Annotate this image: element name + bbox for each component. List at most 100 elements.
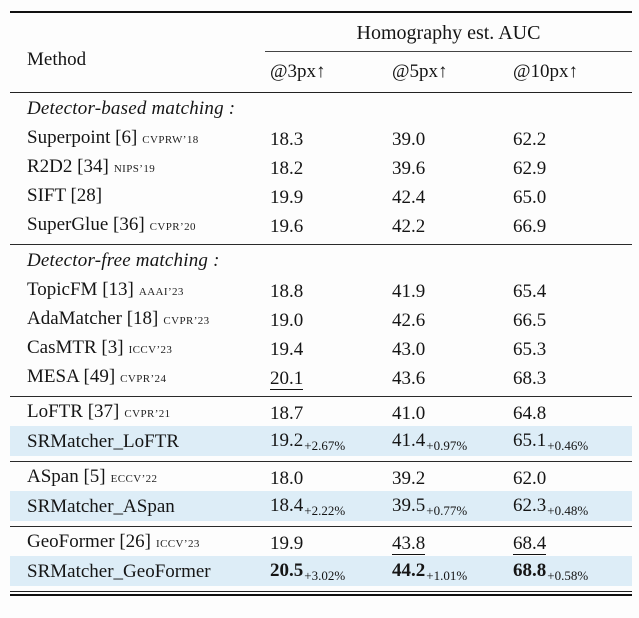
- auc-3px: 19.2: [270, 430, 304, 451]
- venue-label: ICCV’23: [128, 344, 173, 356]
- auc-5px: 42.4: [392, 186, 426, 208]
- method-name: MESA [49]: [27, 366, 116, 387]
- gain-10px: +0.46%: [547, 438, 589, 453]
- venue-label: ICCV’23: [156, 538, 200, 550]
- table-row-aspan: ASpan [5] ECCV’22 18.0 39.2 62.0: [10, 462, 632, 491]
- auc-10px: 62.9: [513, 157, 547, 179]
- auc-5px: 43.0: [392, 338, 426, 360]
- method-name: GeoFormer [26]: [27, 531, 151, 552]
- top-rule: [10, 11, 632, 13]
- section-heading: Detector-free matching :: [27, 250, 220, 271]
- table-row-mesa: MESA [49] CVPR’24 20.1 43.6 68.3: [10, 362, 632, 391]
- col-header-5px: @5px↑: [392, 61, 448, 82]
- group-title: Homography est. AUC: [356, 22, 541, 44]
- auc-3px: 19.0: [270, 309, 304, 331]
- auc-10px: 66.9: [513, 215, 547, 237]
- table-row-geoformer: GeoFormer [26] ICCV’23 19.9 43.8 68.4: [10, 527, 632, 556]
- method-name: AdaMatcher [18]: [27, 308, 159, 329]
- auc-5px: 39.6: [392, 157, 426, 179]
- auc-10px: 65.4: [513, 280, 547, 302]
- gain-3px: +2.22%: [304, 503, 346, 518]
- auc-3px: 19.9: [270, 186, 304, 208]
- venue-label: AAAI’23: [138, 286, 184, 298]
- auc-3px: 18.7: [270, 402, 304, 424]
- table-row-srmatcher-loftr: SRMatcher_LoFTR 19.2+2.67% 41.4+0.97% 65…: [10, 426, 632, 456]
- venue-label: CVPR’20: [149, 221, 196, 233]
- method-name: ASpan [5]: [27, 466, 106, 487]
- auc-3px: 19.9: [270, 532, 304, 554]
- cmid-rule: [265, 51, 632, 52]
- auc-3px: 20.1: [270, 367, 304, 390]
- auc-10px: 62.0: [513, 467, 547, 489]
- auc-10px: 64.8: [513, 402, 547, 424]
- venue-label: CVPR’23: [163, 315, 210, 327]
- table-row-superpoint: Superpoint [6] CVPRW’18 18.3 39.0 62.2: [10, 123, 632, 152]
- auc-10px: 65.0: [513, 186, 547, 208]
- gain-5px: +1.01%: [426, 568, 468, 583]
- auc-10px: 65.3: [513, 338, 547, 360]
- auc-3px: 18.8: [270, 280, 304, 302]
- auc-10px: 66.5: [513, 309, 547, 331]
- section-rule: [10, 396, 632, 397]
- method-name: TopicFM [13]: [27, 279, 134, 300]
- gain-5px: +0.77%: [426, 503, 468, 518]
- auc-5px: 42.6: [392, 309, 426, 331]
- auc-3px: 19.6: [270, 215, 304, 237]
- auc-3px: 18.4: [270, 495, 304, 516]
- column-headers: @3px↑ @5px↑ @10px↑: [10, 52, 632, 91]
- section-rule: [10, 526, 632, 527]
- auc-3px: 18.2: [270, 157, 304, 179]
- table-row-superglue: SuperGlue [36] CVPR’20 19.6 42.2 66.9: [10, 210, 632, 239]
- gain-5px: +0.97%: [426, 438, 468, 453]
- auc-3px: 19.4: [270, 338, 304, 360]
- section-loftr: LoFTR [37] CVPR’21 18.7 41.0 64.8 SRMatch…: [10, 397, 632, 461]
- section-aspan: ASpan [5] ECCV’22 18.0 39.2 62.0 SRMatche…: [10, 462, 632, 526]
- method-name: SRMatcher_GeoFormer: [27, 560, 211, 582]
- gain-10px: +0.48%: [547, 503, 589, 518]
- auc-5px: 41.9: [392, 280, 426, 302]
- venue-label: CVPR’24: [120, 373, 167, 385]
- auc-3px: 18.0: [270, 467, 304, 489]
- auc-10px: 68.8: [513, 560, 547, 581]
- venue-label: CVPR’21: [124, 408, 171, 420]
- auc-5px: 44.2: [392, 560, 426, 581]
- table-row-adamatcher: AdaMatcher [18] CVPR’23 19.0 42.6 66.5: [10, 304, 632, 333]
- auc-10px: 68.4: [513, 532, 547, 555]
- section-rule: [10, 244, 632, 245]
- auc-5px: 42.2: [392, 215, 426, 237]
- method-column-header: Method: [27, 49, 87, 70]
- venue-label: ECCV’22: [110, 473, 158, 485]
- auc-5px: 39.5: [392, 495, 426, 516]
- method-name: Superpoint [6]: [27, 127, 138, 148]
- table-row-r2d2: R2D2 [34] NIPS’19 18.2 39.6 62.9: [10, 152, 632, 181]
- auc-5px: 43.8: [392, 532, 426, 555]
- method-name: LoFTR [37]: [27, 401, 120, 422]
- method-name: CasMTR [3]: [27, 337, 124, 358]
- auc-10px: 65.1: [513, 430, 547, 451]
- section-detector-free: Detector-free matching : TopicFM [13] AAA…: [10, 245, 632, 396]
- section-rule: [10, 461, 632, 462]
- auc-3px: 20.5: [270, 560, 304, 581]
- bottom-rule: [10, 591, 632, 596]
- results-table: Method Homography est. AUC @3px↑ @5px↑ @…: [10, 11, 632, 596]
- method-name: SRMatcher_ASpan: [27, 495, 175, 517]
- table-row-topicfm: TopicFM [13] AAAI’23 18.8 41.9 65.4: [10, 275, 632, 304]
- gain-3px: +3.02%: [304, 568, 346, 583]
- method-name: SIFT [28]: [27, 185, 103, 206]
- venue-label: NIPS’19: [113, 163, 156, 175]
- col-header-3px: @3px↑: [270, 61, 326, 82]
- method-name: SRMatcher_LoFTR: [27, 430, 179, 452]
- gain-3px: +2.67%: [304, 438, 346, 453]
- table-row-srmatcher-aspan: SRMatcher_ASpan 18.4+2.22% 39.5+0.77% 62…: [10, 491, 632, 521]
- auc-10px: 62.3: [513, 495, 547, 516]
- venue-label: CVPRW’18: [142, 134, 199, 146]
- auc-3px: 18.3: [270, 128, 304, 150]
- auc-5px: 39.2: [392, 467, 426, 489]
- table-row-loftr: LoFTR [37] CVPR’21 18.7 41.0 64.8: [10, 397, 632, 426]
- table-row-casmtr: CasMTR [3] ICCV’23 19.4 43.0 65.3: [10, 333, 632, 362]
- gain-10px: +0.58%: [547, 568, 589, 583]
- section-detector-based: Detector-based matching : Superpoint [6]…: [10, 93, 632, 244]
- auc-5px: 39.0: [392, 128, 426, 150]
- auc-5px: 41.0: [392, 402, 426, 424]
- auc-5px: 43.6: [392, 367, 426, 389]
